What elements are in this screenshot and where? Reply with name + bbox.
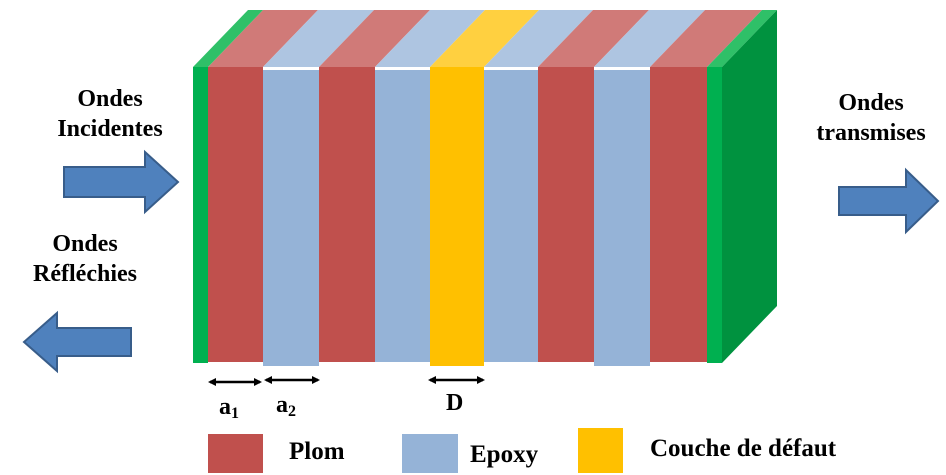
legend-swatch-defect	[578, 428, 623, 473]
layer-plom-7	[538, 67, 594, 362]
reflected-arrow-icon	[22, 310, 132, 374]
transmitted-arrow-icon	[838, 167, 940, 235]
reflected-label-line2: Réfléchies	[33, 261, 137, 287]
layer-top-epoxy-8	[594, 10, 705, 67]
legend-swatch-plom	[208, 434, 263, 473]
a1-letter: a	[219, 394, 231, 420]
reflected-waves-label: Ondes Réfléchies	[5, 229, 165, 289]
reflected-label-line1: Ondes	[52, 231, 118, 257]
layer-top-faces	[208, 10, 762, 67]
legend-label-epoxy: Epoxy	[470, 441, 539, 468]
layer-top-plom-7	[538, 10, 649, 67]
a2-letter: a	[276, 392, 288, 418]
incident-label-line2: Incidentes	[57, 116, 163, 142]
legend-label-defect: Couche de défaut	[650, 435, 837, 462]
layer-top-epoxy-6	[484, 10, 593, 67]
defect-width-label: D	[446, 390, 464, 416]
transmitted-waves-label: Ondes transmises	[796, 88, 946, 148]
a2-label: a2	[276, 390, 296, 420]
layer-plom-1	[208, 67, 263, 362]
right-electrode-top	[707, 10, 777, 67]
right-electrode-front	[707, 67, 722, 363]
a1-index: 1	[231, 405, 239, 422]
incident-label-line1: Ondes	[77, 86, 143, 112]
a1-label: a1	[219, 392, 239, 422]
right-electrode-side	[722, 10, 777, 363]
layer-top-plom-9	[650, 10, 762, 67]
layer-epoxy-4	[375, 70, 430, 362]
layer-plom-3	[319, 67, 375, 362]
transmitted-label-line2: transmises	[816, 120, 926, 146]
layer-plom-9	[650, 67, 707, 362]
legend-label-plom: Plom	[289, 438, 345, 465]
layer-front-faces	[208, 67, 707, 366]
left-electrode	[193, 67, 208, 363]
layer-top-plom-1	[208, 10, 318, 67]
layer-epoxy-2	[263, 70, 319, 366]
layer-defect-5	[430, 67, 484, 366]
layer-epoxy-8	[594, 70, 650, 366]
legend-swatch-epoxy	[402, 434, 458, 473]
incident-arrow-icon	[63, 149, 180, 215]
layer-epoxy-6	[484, 70, 538, 362]
layer-top-defect-5	[430, 10, 539, 67]
layer-top-epoxy-4	[375, 10, 485, 67]
electrodes	[193, 10, 777, 363]
layer-top-epoxy-2	[263, 10, 374, 67]
incident-waves-label: Ondes Incidentes	[30, 84, 190, 144]
layer-top-plom-3	[319, 10, 430, 67]
left-electrode-top	[193, 10, 263, 67]
transmitted-label-line1: Ondes	[838, 90, 904, 116]
a2-index: 2	[288, 403, 296, 420]
